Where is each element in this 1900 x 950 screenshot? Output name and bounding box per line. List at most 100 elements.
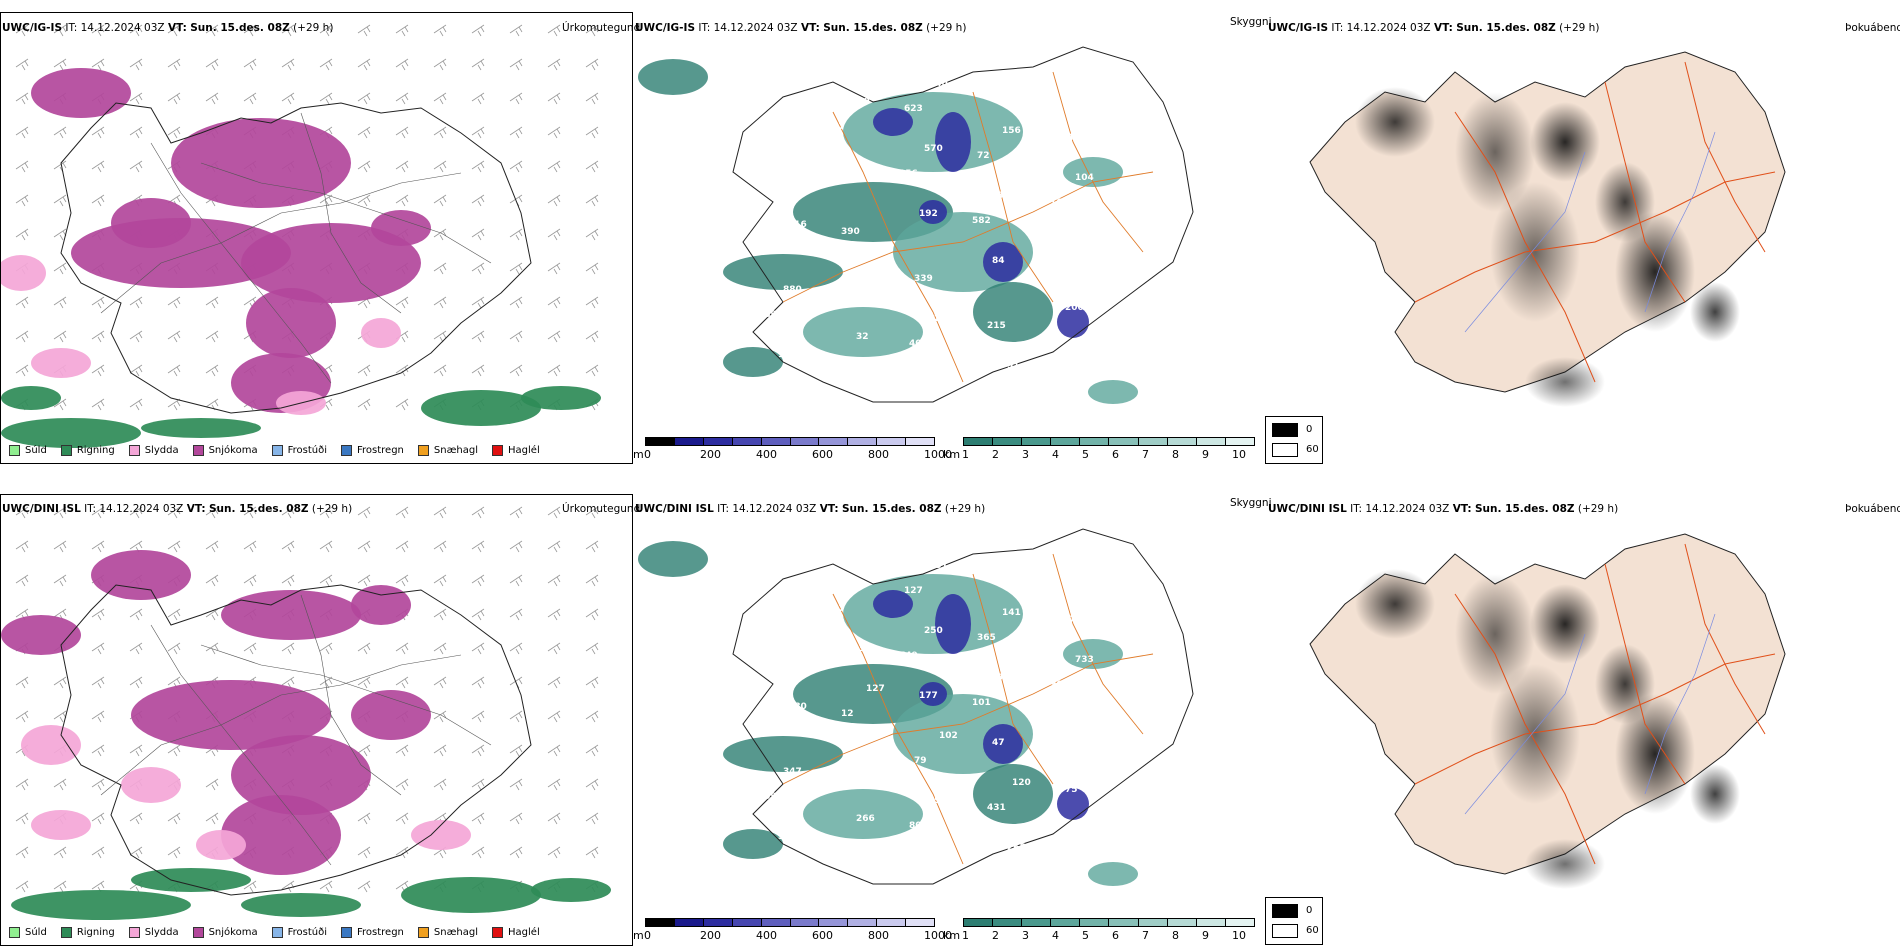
colorbar-tick: 400 — [756, 929, 777, 942]
fog-legend-bottom: 0 60 — [1265, 897, 1323, 945]
wind-barb — [53, 262, 67, 275]
cloudbase-value: 104 — [1075, 173, 1094, 183]
precip-area — [531, 878, 611, 902]
legend-swatch — [192, 444, 204, 456]
wind-barb — [281, 880, 295, 893]
precip-area — [361, 318, 401, 348]
cloud-panel-top: 205 207 156 582 276 189 320 623 72 166 167 154 400 16… — [633, 12, 1263, 464]
precip-fields — [1, 68, 601, 448]
wind-barb — [433, 744, 447, 757]
wind-barb — [509, 540, 523, 553]
wind-barb — [53, 126, 67, 139]
title-fog-top: Þokuábendi — [1845, 22, 1900, 34]
fog-panel-top: 0 60 — [1265, 12, 1900, 464]
colorbar-tick: 600 — [812, 448, 833, 461]
wind-barb — [167, 846, 181, 859]
wind-barb — [167, 540, 181, 553]
cloudbase-value: 163 — [982, 86, 1001, 96]
precip-legend-item: Snæhagl — [417, 444, 478, 456]
wind-barb — [585, 262, 599, 275]
precip-area — [91, 550, 191, 600]
colorbar-tick: 0 — [644, 448, 651, 461]
wind-barb — [243, 880, 257, 893]
cloudbase-value: 215 — [768, 180, 787, 190]
cloudbase-value: 127 — [866, 684, 885, 694]
cloudbase-value: 339 — [914, 274, 933, 284]
cloudbase-value: 749 — [899, 651, 918, 661]
precip-area — [221, 590, 361, 640]
precip-legend-item: Frostúði — [271, 926, 327, 938]
wind-barb — [585, 676, 599, 689]
fog-patches — [1355, 87, 1740, 407]
wind-barb — [129, 506, 143, 519]
wind-barb — [357, 506, 371, 519]
wind-barb — [53, 24, 67, 37]
wind-barb — [91, 710, 105, 723]
wind-barb — [433, 296, 447, 309]
wind-barb — [53, 846, 67, 859]
wind-barb — [167, 126, 181, 139]
cloudbase-area — [983, 242, 1023, 282]
wind-barb — [91, 126, 105, 139]
colorbar-tick: 1000 — [924, 448, 952, 461]
precip-map-bottom — [1, 506, 611, 920]
precip-area — [31, 810, 91, 840]
cloudbase-value: 215 — [987, 321, 1006, 331]
wind-barb — [205, 812, 219, 825]
colorbar-segment — [790, 919, 820, 926]
title-cloud-bottom: Skyggni — [1230, 497, 1272, 509]
cloudbase-colorbar-top: m 0 200 400 600 800 1000 — [633, 437, 952, 463]
wind-barb — [357, 676, 371, 689]
colorbar-tick: 1 — [962, 929, 969, 942]
wind-barb — [547, 540, 561, 553]
legend-label: Haglél — [508, 926, 540, 938]
wind-barb — [243, 540, 257, 553]
wind-barb — [471, 364, 485, 377]
cloudbase-value: 261 — [934, 314, 953, 324]
legend-label: Rigning — [76, 926, 115, 938]
precip-area — [401, 877, 541, 913]
iceland-coastline — [60, 102, 532, 414]
precip-legend-item: Súld — [9, 926, 47, 938]
wind-barb — [15, 194, 29, 207]
iceland-coastline — [732, 528, 1194, 885]
wind-barb — [509, 710, 523, 723]
wind-barb — [15, 228, 29, 241]
wind-barb — [357, 574, 371, 587]
wind-barb — [547, 364, 561, 377]
wind-barb — [395, 126, 409, 139]
wind-barb — [91, 642, 105, 655]
wind-barb — [509, 296, 523, 309]
wind-barb — [395, 398, 409, 411]
wind-barb — [15, 812, 29, 825]
wind-barb — [53, 58, 67, 71]
wind-barb — [585, 24, 599, 37]
colorbar-segment — [1167, 438, 1197, 445]
cloudbase-value: 101 — [1060, 850, 1079, 860]
wind-barb — [509, 846, 523, 859]
cloudbase-value: 88 — [851, 579, 864, 589]
wind-barb — [91, 506, 105, 519]
cloudbase-value: 431 — [987, 803, 1006, 813]
wind-barb — [471, 506, 485, 519]
wind-barb — [547, 24, 561, 37]
wind-barb — [509, 330, 523, 343]
colorbar-segment — [1138, 438, 1168, 445]
cloudbase-area — [919, 200, 947, 224]
wind-barb — [395, 812, 409, 825]
wind-barb — [433, 160, 447, 173]
wind-barb — [205, 778, 219, 791]
wind-barb — [547, 778, 561, 791]
wind-barb — [471, 642, 485, 655]
wind-barb — [357, 160, 371, 173]
cloudbase-value: 91 — [1007, 361, 1020, 371]
wind-barb — [585, 778, 599, 791]
wind-barb — [471, 608, 485, 621]
cloudbase-value: 72 — [977, 151, 990, 161]
wind-barb — [395, 24, 409, 37]
wind-barb — [243, 506, 257, 519]
wind-barb — [395, 58, 409, 71]
precip-legend-item: Rigning — [60, 926, 115, 938]
cloudbase-value: 623 — [904, 104, 923, 114]
wind-barb — [585, 92, 599, 105]
